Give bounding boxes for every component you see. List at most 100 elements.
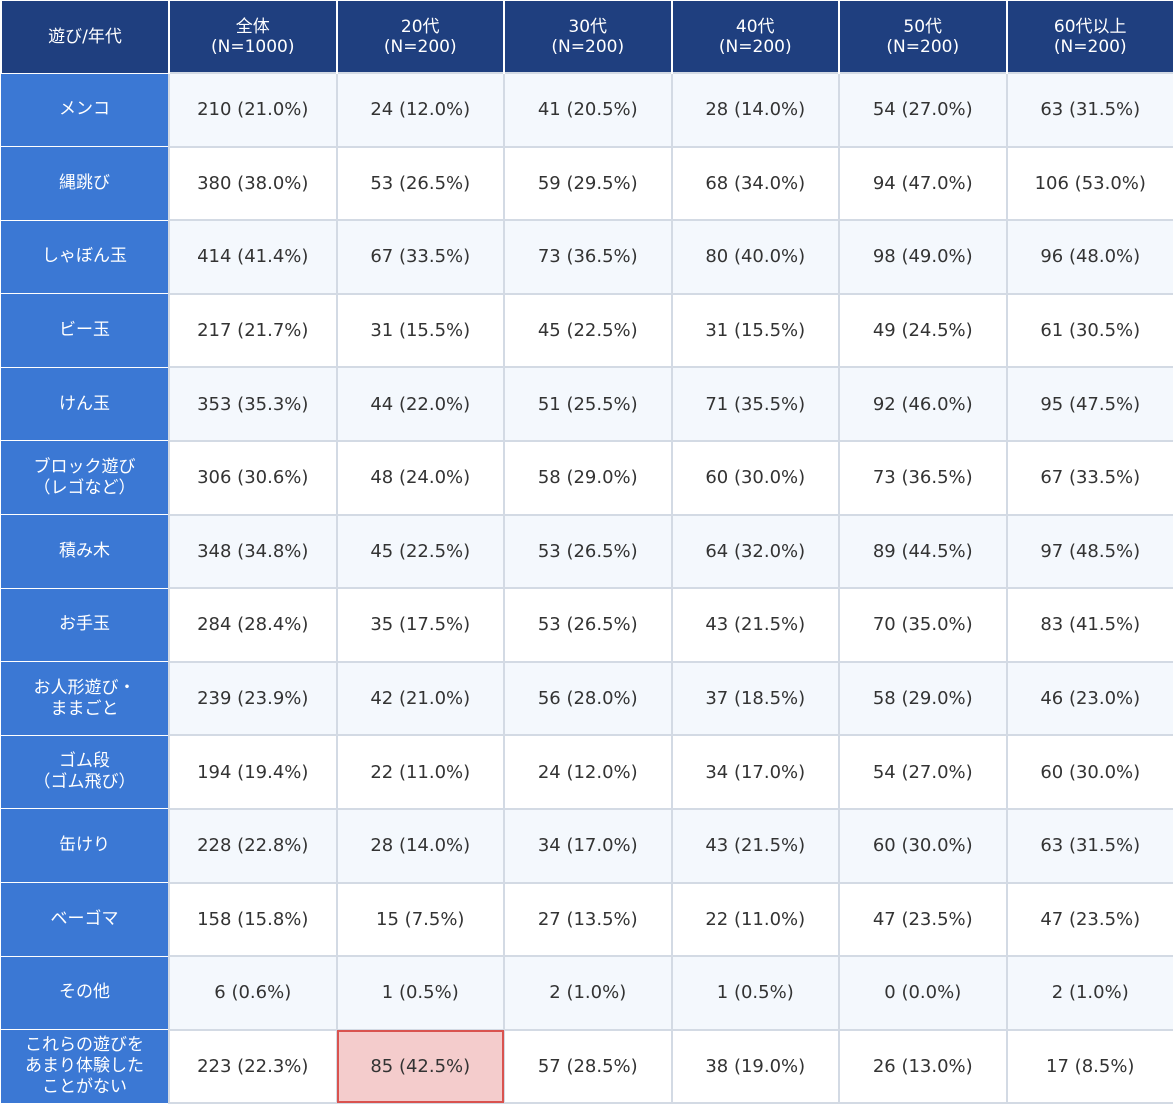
row-header: お手玉 xyxy=(1,587,170,663)
table-cell: 61 (30.5%) xyxy=(1005,292,1173,369)
table-cell: 54 (27.0%) xyxy=(838,734,1008,810)
table-cell: 34 (17.0%) xyxy=(503,807,673,884)
row-header-line: 縄跳び xyxy=(59,172,110,193)
table-row: メンコ 210 (21.0%) 24 (12.0%) 41 (20.5%) 28 (14… xyxy=(1,72,1173,148)
table-cell: 41 (20.5%) xyxy=(503,72,673,148)
row-header-line: ブロック遊び xyxy=(33,456,136,477)
row-header: これらの遊びを あまり体験した ことがない xyxy=(1,1029,170,1104)
table-cell: 45 (22.5%) xyxy=(503,292,673,369)
column-label: 60代以上 xyxy=(1053,16,1127,37)
table-cell: 37 (18.5%) xyxy=(670,660,840,737)
table-cell: 98 (49.0%) xyxy=(838,219,1008,295)
table-cell: 228 (22.8%) xyxy=(168,807,338,884)
table-cell: 80 (40.0%) xyxy=(670,219,840,295)
table-cell: 95 (47.5%) xyxy=(1005,366,1173,442)
row-header-line: ままごと xyxy=(50,698,119,719)
column-header-total: 全体 (N=1000) xyxy=(168,0,338,74)
table-cell: 97 (48.5%) xyxy=(1005,513,1173,590)
table-cell: 49 (24.5%) xyxy=(838,292,1008,369)
table-cell: 45 (22.5%) xyxy=(335,513,505,590)
column-n: (N=200) xyxy=(551,36,625,57)
table-cell: 380 (38.0%) xyxy=(168,145,338,222)
table-cell: 353 (35.3%) xyxy=(168,366,338,442)
table-cell: 46 (23.0%) xyxy=(1005,660,1173,737)
table-cell: 348 (34.8%) xyxy=(168,513,338,590)
table-cell: 51 (25.5%) xyxy=(503,366,673,442)
column-n: (N=200) xyxy=(1053,36,1127,57)
row-header: ベーゴマ xyxy=(1,882,170,957)
table-cell: 92 (46.0%) xyxy=(838,366,1008,442)
table-cell: 223 (22.3%) xyxy=(168,1028,338,1105)
row-header-line: メンコ xyxy=(59,99,110,120)
table-cell: 194 (19.4%) xyxy=(168,734,338,810)
corner-header: 遊び/年代 xyxy=(0,0,170,74)
table-cell: 73 (36.5%) xyxy=(838,439,1008,516)
column-header-30s: 30代 (N=200) xyxy=(503,0,673,74)
table-cell: 158 (15.8%) xyxy=(168,881,338,958)
table-cell: 67 (33.5%) xyxy=(335,219,505,295)
table-cell: 28 (14.0%) xyxy=(335,807,505,884)
row-header-line: これらの遊びを xyxy=(25,1035,144,1056)
row-header: その他 xyxy=(1,955,170,1031)
highlighted-cell: 85 (42.5%) xyxy=(335,1028,505,1105)
row-header: ビー玉 xyxy=(1,293,170,368)
table-cell: 17 (8.5%) xyxy=(1005,1028,1173,1105)
table-cell: 63 (31.5%) xyxy=(1005,72,1173,148)
row-header: 缶けり xyxy=(1,808,170,884)
table-cell: 43 (21.5%) xyxy=(670,587,840,663)
table-cell: 47 (23.5%) xyxy=(1005,881,1173,958)
table-cell: 2 (1.0%) xyxy=(1005,955,1173,1031)
row-header-line: その他 xyxy=(59,982,110,1003)
header-row: 遊び/年代 全体 (N=1000) 20代 (N=200) 30代 (N=200) 4… xyxy=(0,0,1173,74)
table-row: 缶けり 228 (22.8%) 28 (14.0%) 34 (17.0%) 43 (21… xyxy=(1,807,1173,884)
table-cell: 96 (48.0%) xyxy=(1005,219,1173,295)
table-row: しゃぼん玉 414 (41.4%) 67 (33.5%) 73 (36.5%) 80 (… xyxy=(1,219,1173,295)
table-cell: 67 (33.5%) xyxy=(1005,439,1173,516)
table-cell: 22 (11.0%) xyxy=(335,734,505,810)
row-header-line: （レゴなど） xyxy=(33,477,136,498)
row-header: ゴム段 （ゴム飛び） xyxy=(1,734,170,810)
table-cell: 210 (21.0%) xyxy=(168,72,338,148)
table-row: ベーゴマ 158 (15.8%) 15 (7.5%) 27 (13.5%) 22 (11… xyxy=(1,881,1173,958)
row-header-line: しゃぼん玉 xyxy=(42,246,127,267)
row-header: 積み木 xyxy=(1,514,170,589)
table-cell: 68 (34.0%) xyxy=(670,145,840,222)
column-label: 50代 xyxy=(903,16,943,37)
table-cell: 54 (27.0%) xyxy=(838,72,1008,148)
row-header-line: ベーゴマ xyxy=(50,908,119,929)
table-cell: 1 (0.5%) xyxy=(670,955,840,1031)
table-cell: 6 (0.6%) xyxy=(168,955,338,1031)
row-header: ブロック遊び （レゴなど） xyxy=(1,440,170,516)
table-cell: 58 (29.0%) xyxy=(503,439,673,516)
table-row: 縄跳び 380 (38.0%) 53 (26.5%) 59 (29.5%) 68 (34… xyxy=(1,145,1173,222)
table-cell: 31 (15.5%) xyxy=(670,292,840,369)
row-header-line: ゴム段 xyxy=(59,751,110,772)
column-label: 30代 xyxy=(568,16,608,37)
column-n: (N=200) xyxy=(718,36,792,57)
table-cell: 94 (47.0%) xyxy=(838,145,1008,222)
table-cell: 35 (17.5%) xyxy=(335,587,505,663)
table-cell: 53 (26.5%) xyxy=(335,145,505,222)
table-cell: 34 (17.0%) xyxy=(670,734,840,810)
table-row: 積み木 348 (34.8%) 45 (22.5%) 53 (26.5%) 64 (32… xyxy=(1,513,1173,590)
table-row: ビー玉 217 (21.7%) 31 (15.5%) 45 (22.5%) 31 (15… xyxy=(1,292,1173,369)
column-header-60s-plus: 60代以上 (N=200) xyxy=(1005,0,1173,74)
table-cell: 47 (23.5%) xyxy=(838,881,1008,958)
row-header: お人形遊び・ ままごと xyxy=(1,661,170,736)
table-cell: 63 (31.5%) xyxy=(1005,807,1173,884)
table-row: その他 6 (0.6%) 1 (0.5%) 2 (1.0%) 1 (0.5%) 0 (0.… xyxy=(1,955,1173,1031)
table-cell: 306 (30.6%) xyxy=(168,439,338,516)
table-cell: 2 (1.0%) xyxy=(503,955,673,1031)
table-cell: 1 (0.5%) xyxy=(335,955,505,1031)
table-cell: 71 (35.5%) xyxy=(670,366,840,442)
table-cell: 27 (13.5%) xyxy=(503,881,673,958)
table-cell: 56 (28.0%) xyxy=(503,660,673,737)
table-row: ブロック遊び （レゴなど） 306 (30.6%) 48 (24.0%) 58 (29.… xyxy=(1,439,1173,516)
column-n: (N=200) xyxy=(383,36,457,57)
table-cell: 48 (24.0%) xyxy=(335,439,505,516)
table-cell: 414 (41.4%) xyxy=(168,219,338,295)
row-header-line: ことがない xyxy=(42,1077,127,1098)
table-row: お手玉 284 (28.4%) 35 (17.5%) 53 (26.5%) 43 (21… xyxy=(1,587,1173,663)
